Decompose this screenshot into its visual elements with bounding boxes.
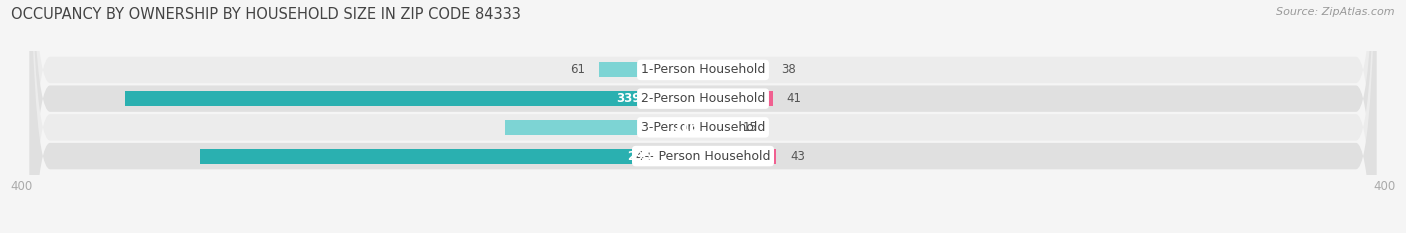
Bar bbox=[703, 120, 728, 135]
Bar bbox=[599, 62, 703, 77]
Bar bbox=[200, 149, 703, 164]
Text: 3-Person Household: 3-Person Household bbox=[641, 121, 765, 134]
Bar bbox=[125, 91, 703, 106]
Bar bbox=[703, 91, 773, 106]
Text: 61: 61 bbox=[571, 63, 585, 76]
Text: 43: 43 bbox=[790, 150, 804, 163]
FancyBboxPatch shape bbox=[30, 0, 1376, 233]
FancyBboxPatch shape bbox=[30, 0, 1376, 233]
Text: 41: 41 bbox=[786, 92, 801, 105]
Text: 38: 38 bbox=[782, 63, 796, 76]
Text: 1-Person Household: 1-Person Household bbox=[641, 63, 765, 76]
Text: 2-Person Household: 2-Person Household bbox=[641, 92, 765, 105]
Text: 295: 295 bbox=[627, 150, 652, 163]
Text: Source: ZipAtlas.com: Source: ZipAtlas.com bbox=[1277, 7, 1395, 17]
FancyBboxPatch shape bbox=[30, 0, 1376, 233]
Bar bbox=[703, 62, 768, 77]
Bar bbox=[505, 120, 703, 135]
FancyBboxPatch shape bbox=[30, 0, 1376, 233]
Text: 339: 339 bbox=[616, 92, 641, 105]
Text: 15: 15 bbox=[742, 121, 756, 134]
Text: OCCUPANCY BY OWNERSHIP BY HOUSEHOLD SIZE IN ZIP CODE 84333: OCCUPANCY BY OWNERSHIP BY HOUSEHOLD SIZE… bbox=[11, 7, 522, 22]
Bar bbox=[703, 149, 776, 164]
Text: 116: 116 bbox=[673, 121, 697, 134]
Text: 4+ Person Household: 4+ Person Household bbox=[636, 150, 770, 163]
